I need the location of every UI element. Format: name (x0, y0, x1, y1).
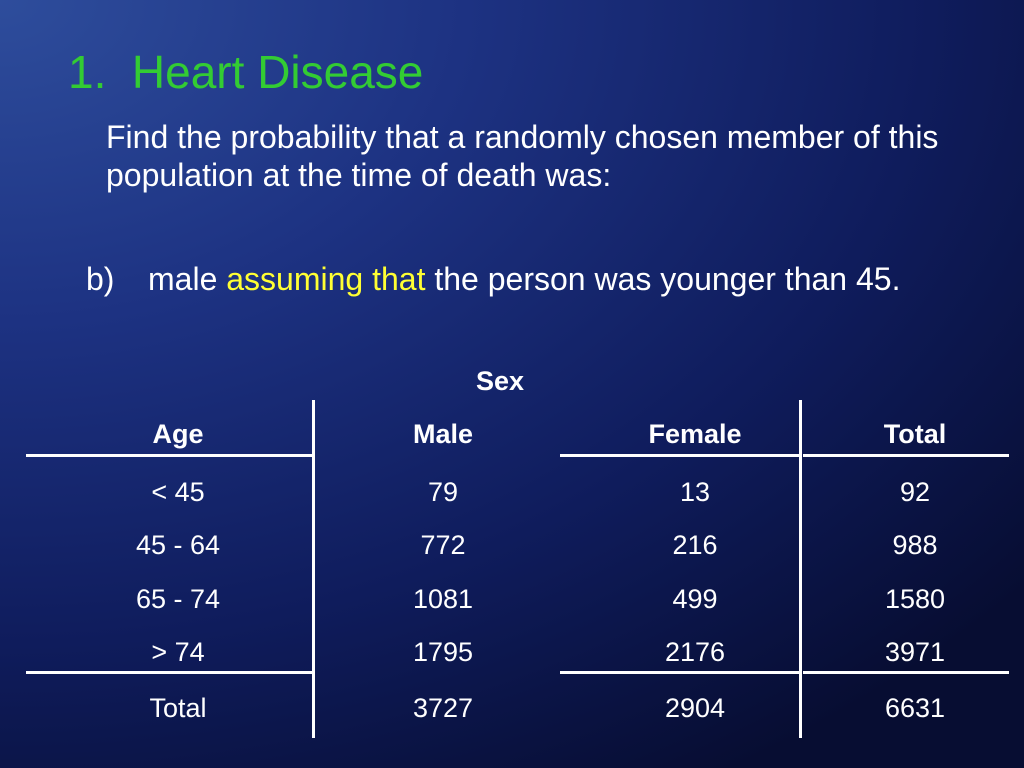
header-divider-right (803, 454, 1009, 457)
totals-divider-middle (560, 671, 800, 674)
totals-cell: 3727 (412, 693, 474, 723)
table-cell: 3971 (884, 637, 946, 667)
header-divider-left (26, 454, 313, 457)
header-divider-middle (560, 454, 800, 457)
table-cell: 2176 (664, 637, 726, 667)
table-cell: > 74 (151, 637, 205, 667)
totals-cell: 6631 (884, 693, 946, 723)
slide-title: 1. Heart Disease (68, 46, 424, 98)
table-cell: 79 (427, 477, 459, 507)
totals-cell: 2904 (664, 693, 726, 723)
table-cell: 216 (672, 530, 718, 560)
table-cell: 1795 (412, 637, 474, 667)
column-header-female: Female (648, 419, 742, 449)
question-prompt: Find the probability that a randomly cho… (106, 119, 939, 193)
table-cell: 772 (420, 530, 466, 560)
table-cell: < 45 (151, 477, 205, 507)
table-cell: 988 (892, 530, 938, 560)
table-cell: 92 (899, 477, 931, 507)
column-divider-age (312, 400, 315, 738)
table-group-header-sex: Sex (475, 366, 525, 396)
table-cell: 13 (679, 477, 711, 507)
table-cell: 1580 (884, 584, 946, 614)
item-marker: b) (86, 261, 115, 297)
question-item-b: b) male assuming that the person was you… (86, 260, 956, 298)
table-cell: 45 - 64 (135, 530, 221, 560)
column-header-male: Male (412, 419, 474, 449)
column-header-age: Age (152, 419, 204, 449)
column-divider-total (799, 400, 802, 738)
column-header-total: Total (883, 419, 947, 449)
item-text: male assuming that the person was younge… (148, 260, 956, 298)
item-text-after: the person was younger than 45. (425, 261, 901, 297)
item-highlight: assuming that (226, 261, 426, 297)
table-cell: 65 - 74 (135, 584, 221, 614)
item-text-before: male (148, 261, 227, 297)
totals-divider-left (26, 671, 313, 674)
totals-cell: Total (149, 693, 207, 723)
table-cell: 1081 (412, 584, 474, 614)
totals-divider-right (803, 671, 1009, 674)
table-cell: 499 (672, 584, 718, 614)
